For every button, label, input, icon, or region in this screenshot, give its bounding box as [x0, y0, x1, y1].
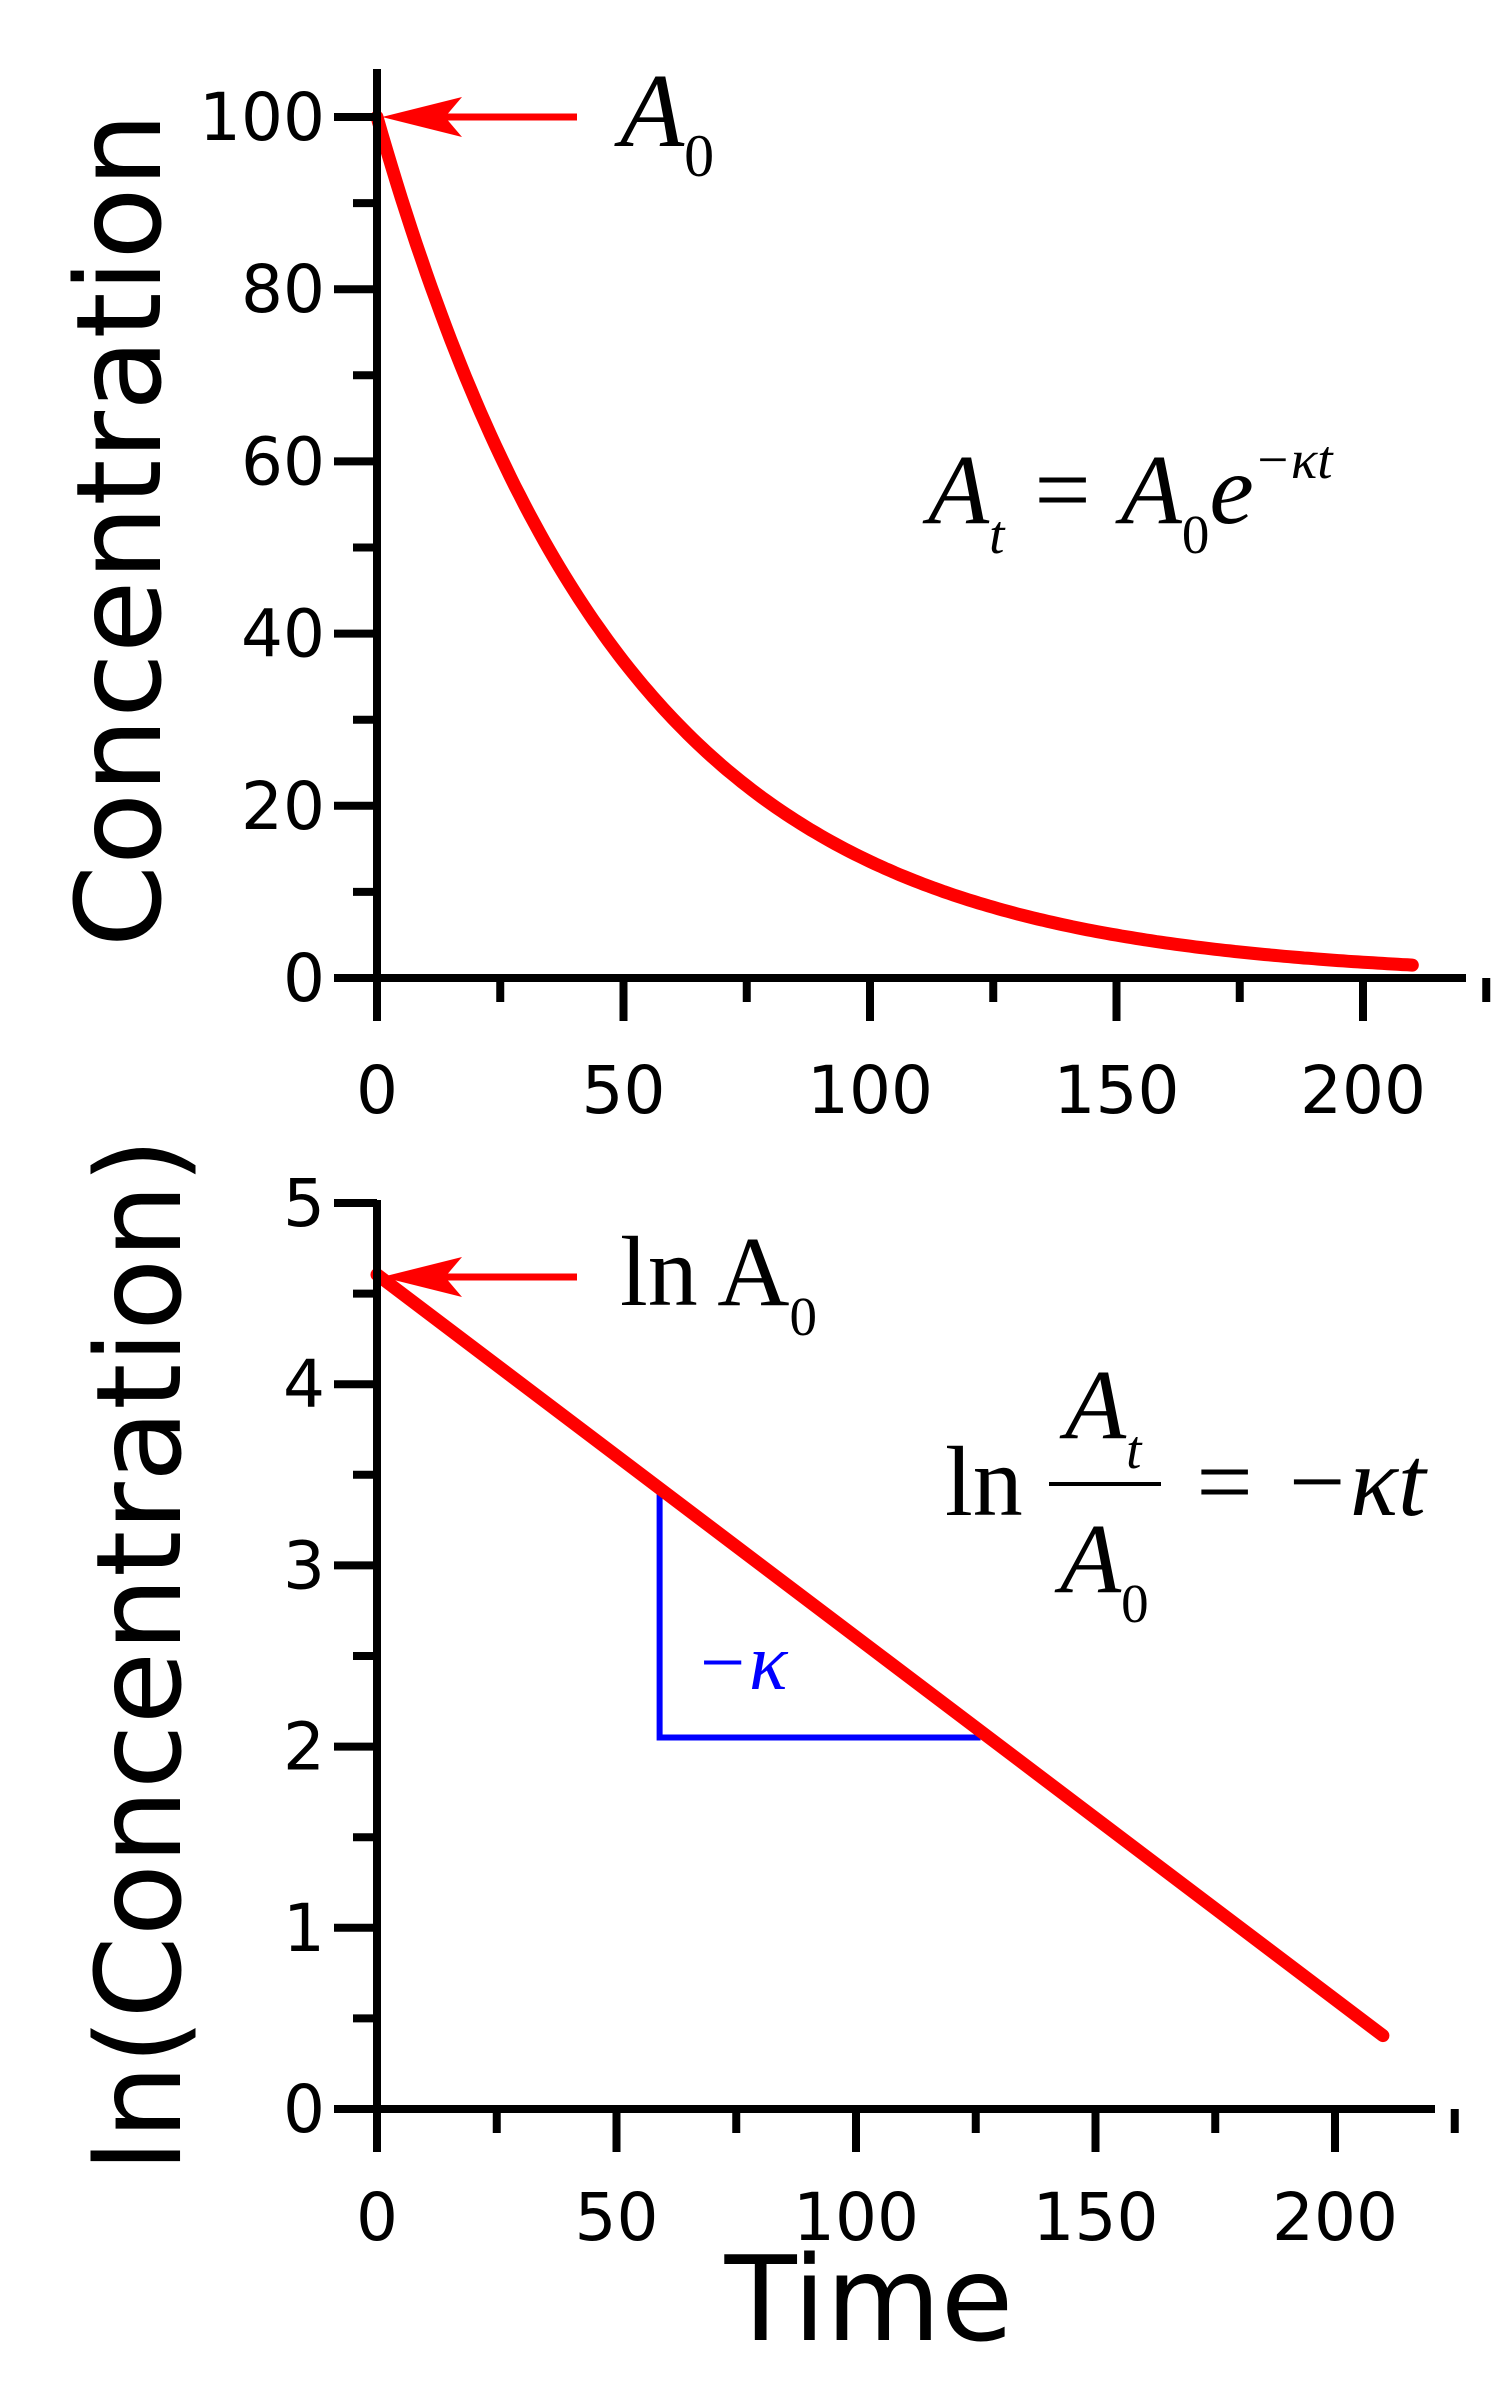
- x-tick-label: 150: [1033, 2179, 1159, 2256]
- y-tick-label: 0: [283, 2071, 325, 2148]
- y-tick-label: 0: [283, 940, 325, 1017]
- y-tick-label: 100: [199, 79, 325, 156]
- slope-triangle: [656, 1489, 981, 1741]
- formula-rhs: = −κt: [1190, 1426, 1428, 1537]
- x-tick-label: 50: [575, 2179, 659, 2256]
- y-axis-label: Concentration: [50, 113, 188, 948]
- y-tick-label: 20: [241, 768, 325, 845]
- ln-a0-arrow: [382, 1257, 577, 1297]
- y-tick-label: 80: [241, 251, 325, 328]
- x-tick-label: 100: [807, 1052, 933, 1129]
- x-tick-label: 200: [1272, 2179, 1398, 2256]
- bottom-axes: 0 50 100 150 200 0 1 2 3 4 5: [283, 1165, 1459, 2256]
- top-axes: 0 50 100 150 200 0 20 40 60 80 100: [199, 69, 1491, 1129]
- log-formula: ln At A0 = −κt: [945, 1349, 1428, 1634]
- y-tick-label: 4: [283, 1346, 325, 1423]
- x-tick-label: 50: [582, 1052, 666, 1129]
- x-tick-label: 100: [793, 2179, 919, 2256]
- formula-numerator: At: [1059, 1349, 1143, 1480]
- x-tick-label: 0: [356, 1052, 398, 1129]
- exp-decay-formula: At = A0e−κt: [922, 429, 1334, 565]
- y-tick-label: 2: [283, 1709, 325, 1786]
- log-concentration-line: [370, 1268, 1390, 2043]
- ln-a0-label: ln A0: [620, 1216, 817, 1347]
- y-tick-label: 60: [241, 423, 325, 500]
- a0-arrow: [382, 97, 577, 137]
- x-axis-label: Time: [724, 2230, 1014, 2368]
- y-axis-label-log: ln(Concentration): [70, 1138, 208, 2172]
- y-tick-label: 1: [283, 1890, 325, 1967]
- top-plot: 0 50 100 150 200 0 20 40 60 80 100 Concentration A…: [50, 52, 1491, 1129]
- y-tick-label: 3: [283, 1527, 325, 1604]
- bottom-plot: 0 50 100 150 200 0 1 2 3 4 5 ln(Concentration) Tim…: [70, 1138, 1459, 2368]
- y-tick-label: 40: [241, 596, 325, 673]
- y-tick-label: 5: [283, 1165, 325, 1242]
- x-tick-label: 200: [1300, 1052, 1426, 1129]
- formula-denominator: A0: [1054, 1503, 1149, 1634]
- x-tick-label: 0: [356, 2179, 398, 2256]
- a0-label: A0: [614, 52, 714, 189]
- formula-ln: ln: [945, 1426, 1023, 1537]
- x-tick-label: 150: [1054, 1052, 1180, 1129]
- concentration-curve: [370, 110, 1419, 972]
- slope-label: −κ: [695, 1619, 789, 1707]
